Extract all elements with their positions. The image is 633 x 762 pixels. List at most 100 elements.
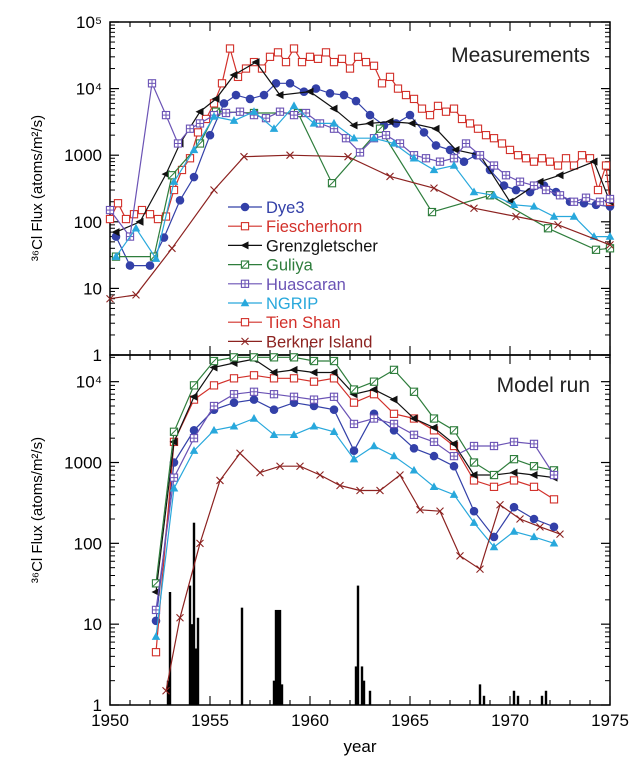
- top-point-ngrip: [131, 223, 141, 232]
- fallout-bar: [240, 607, 244, 705]
- top-point-dye3: [245, 94, 255, 104]
- bottom-point-berkner-island-b: [556, 530, 564, 539]
- legend-item-ngrip: NGRIP: [228, 295, 318, 313]
- bottom-x-ticks: 1950 1955 1960 1965 1970 1975: [91, 355, 629, 730]
- fallout-bar: [168, 592, 172, 705]
- bottom-point-berkner-island: [296, 462, 304, 471]
- top-point-huascaran: [301, 108, 311, 118]
- top-point-huascaran: [421, 154, 431, 163]
- top-point-fiescherhorn-box: [137, 205, 147, 215]
- bottom-point-guliya: [349, 385, 359, 394]
- top-point-berkner-island-b: [132, 290, 140, 299]
- bottom-point-fiescherhorn-box: [249, 371, 259, 380]
- bottom-point-berkner-island-b: [216, 476, 224, 485]
- bottom-point-ngrip: [169, 483, 179, 492]
- top-point-guliya-diag: [428, 208, 436, 217]
- bottom-point-huascaran: [209, 401, 219, 411]
- top-point-fiescherhorn: [337, 54, 347, 63]
- bottom-point-berkner-island: [396, 471, 404, 479]
- bottom-point-berkner-island: [176, 613, 184, 622]
- top-point-grenzgletscher: [365, 119, 374, 128]
- top-point-berkner-island-b: [470, 204, 478, 213]
- top-point-fiescherhorn: [193, 128, 203, 137]
- top-point-guliya: [427, 207, 437, 217]
- bottom-point-grenzgletscher: [209, 363, 218, 372]
- bottom-point-fiescherhorn: [509, 476, 519, 485]
- fallout-bar: [516, 695, 520, 705]
- bottom-point-berkner-island-b: [516, 515, 524, 523]
- bottom-point-dye3: [509, 502, 519, 512]
- bottom-point-ngrip: [509, 527, 519, 535]
- legend-item-guliya: Guliya: [228, 257, 314, 275]
- bottom-point-guliya-diag: [470, 458, 478, 467]
- top-point-ngrip: [429, 165, 439, 174]
- top-point-fiescherhorn-box: [297, 57, 307, 67]
- top-series-berkner-island: [106, 151, 614, 303]
- top-point-berkner-island-b: [344, 152, 352, 161]
- top-point-fiescherhorn-box: [257, 64, 267, 73]
- top-point-fiescherhorn: [225, 44, 235, 53]
- bottom-point-grenzgletscher: [369, 385, 378, 394]
- bottom-point-ngrip: [409, 465, 419, 474]
- bottom-point-berkner-island-b: [536, 522, 544, 531]
- bottom-series-group: [151, 353, 564, 695]
- top-point-dye3: [285, 79, 295, 88]
- bottom-point-dye3: [469, 506, 479, 516]
- bottom-point-ngrip: [329, 427, 339, 435]
- top-point-guliya: [543, 224, 553, 233]
- top-series-huascaran: [105, 79, 615, 241]
- top-point-dye3: [205, 130, 215, 140]
- top-point-berkner-island: [286, 151, 294, 160]
- top-point-guliya-diag: [328, 179, 336, 188]
- top-point-dye3: [189, 172, 199, 182]
- top-point-fiescherhorn: [305, 52, 315, 61]
- legend-marker-berkner-island: [241, 337, 249, 346]
- top-point-guliya: [327, 179, 337, 188]
- bottom-point-ngrip: [349, 454, 359, 463]
- top-point-fiescherhorn: [545, 157, 555, 166]
- bottom-y-axis-label: ³⁶Cl Flux (atoms/m²/s): [29, 437, 46, 583]
- bottom-point-dye3: [409, 443, 419, 453]
- top-point-huascaran: [435, 157, 445, 166]
- top-point-berkner-island-b: [240, 152, 248, 161]
- bottom-point-guliya: [369, 377, 379, 386]
- top-point-ngrip: [469, 187, 479, 196]
- bottom-point-guliya-diag: [390, 365, 398, 374]
- bottom-point-huascaran: [369, 414, 379, 423]
- bottom-plot-frame: [109, 354, 611, 706]
- top-point-huascaran: [541, 185, 551, 195]
- top-point-fiescherhorn: [257, 64, 267, 73]
- top-point-huascaran: [475, 151, 485, 160]
- legend-label-ngrip: NGRIP: [266, 295, 318, 313]
- top-point-berkner-island: [386, 172, 394, 181]
- bottom-point-dye3: [269, 405, 279, 415]
- bottom-point-huascaran: [409, 430, 419, 439]
- top-point-guliya-diag: [168, 171, 176, 180]
- bottom-point-ngrip: [229, 421, 239, 430]
- top-ytick-label: 10⁵: [76, 13, 102, 32]
- top-point-grenzgletscher: [329, 104, 338, 113]
- top-point-huascaran: [195, 119, 205, 128]
- top-point-ngrip: [549, 212, 559, 220]
- top-point-dye3: [339, 90, 349, 100]
- bottom-point-berkner-island-b: [316, 471, 324, 479]
- top-point-berkner-island: [168, 244, 176, 253]
- legend-item-huascaran: Huascaran: [228, 276, 346, 294]
- top-point-huascaran: [341, 134, 351, 143]
- top-point-ngrip: [369, 133, 379, 142]
- bottom-point-guliya: [249, 353, 259, 362]
- top-point-fiescherhorn-box: [145, 210, 155, 219]
- bottom-point-berkner-island: [556, 530, 564, 539]
- bottom-series-ngrip: [151, 414, 559, 640]
- fallout-bar: [354, 666, 358, 705]
- top-point-huascaran: [173, 139, 183, 148]
- top-point-fiescherhorn: [217, 79, 227, 88]
- top-point-fiescherhorn: [513, 151, 523, 160]
- top-point-huascaran: [355, 148, 365, 157]
- bottom-point-ngrip: [549, 538, 559, 547]
- top-point-huascaran: [221, 108, 231, 118]
- top-point-fiescherhorn: [561, 154, 571, 163]
- legend-marker-huascaran: [240, 279, 250, 288]
- bottom-point-berkner-island: [162, 686, 170, 695]
